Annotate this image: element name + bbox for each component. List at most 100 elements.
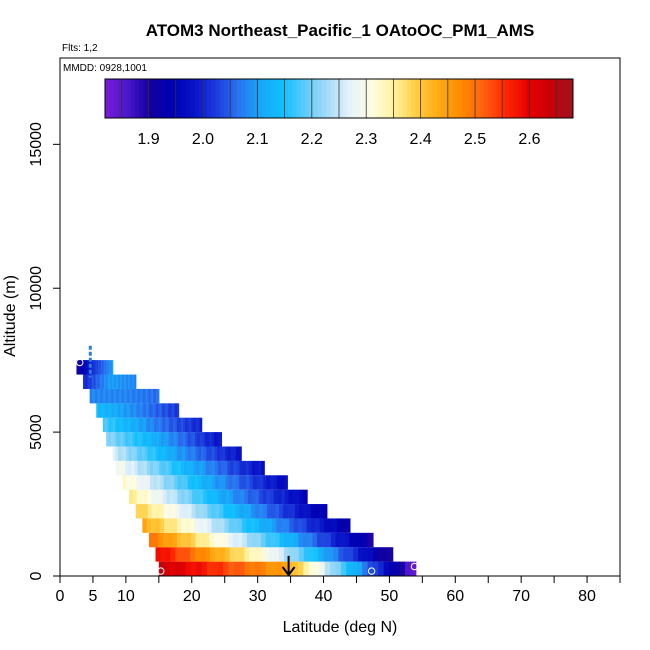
- heatmap-cell: [120, 403, 123, 418]
- heatmap-cell: [166, 489, 171, 505]
- heatmap-cell: [197, 417, 201, 433]
- heatmap-cell: [91, 374, 94, 389]
- heatmap-cell: [217, 446, 221, 461]
- heatmap-cell: [86, 360, 88, 375]
- heatmap-cell: [119, 388, 122, 404]
- heatmap-cell: [114, 374, 117, 389]
- heatmap-cell: [215, 475, 220, 490]
- heatmap-cell: [208, 475, 213, 490]
- heatmap-cell: [140, 460, 145, 476]
- y-tick-label: 10000: [28, 266, 45, 311]
- heatmap-cell: [172, 518, 178, 533]
- heatmap-cell: [142, 446, 146, 461]
- heatmap-cell: [149, 460, 154, 476]
- heatmap-cell: [387, 547, 394, 562]
- heatmap-cell: [185, 547, 191, 562]
- heatmap-cell: [258, 460, 262, 476]
- heatmap-cell: [242, 475, 247, 490]
- heatmap-cell: [281, 489, 286, 505]
- heatmap-cell: [232, 532, 239, 548]
- heatmap-cell: [211, 460, 216, 476]
- heatmap-cell: [123, 446, 127, 461]
- heatmap-cell: [218, 532, 225, 548]
- colorbar-step: [564, 79, 570, 118]
- colorbar-tick-label: 1.9: [137, 131, 159, 148]
- y-tick-label: 15000: [28, 122, 45, 167]
- heatmap-cell: [120, 446, 125, 461]
- heatmap-cell: [399, 561, 406, 576]
- heatmap-cell: [125, 403, 128, 418]
- heatmap-cell: [215, 504, 220, 519]
- colorbar-step: [279, 79, 285, 118]
- x-tick-label: 30: [249, 588, 267, 605]
- heatmap-cell: [187, 504, 193, 519]
- heatmap-cell: [158, 561, 165, 576]
- heatmap-cell: [328, 518, 334, 533]
- heatmap-cell: [93, 360, 95, 375]
- heatmap-cell: [115, 446, 119, 461]
- heatmap-cell: [91, 360, 93, 375]
- heatmap-cell: [160, 446, 165, 461]
- heatmap-cell: [139, 417, 143, 433]
- heatmap-cell: [303, 489, 308, 505]
- colorbar-step: [479, 79, 485, 118]
- heatmap-cell: [223, 532, 229, 548]
- heatmap-cell: [194, 518, 200, 533]
- colorbar-step: [326, 79, 331, 118]
- heatmap-cell: [318, 547, 325, 562]
- heatmap-cell: [174, 446, 178, 461]
- heatmap-cell: [187, 460, 191, 476]
- heatmap-cell: [242, 532, 248, 548]
- heatmap-cell: [89, 388, 92, 404]
- heatmap-cell: [299, 489, 304, 505]
- heatmap-cell: [323, 518, 329, 533]
- heatmap-cell: [247, 504, 252, 519]
- heatmap-cell: [155, 446, 159, 461]
- heatmap-cell: [212, 561, 219, 576]
- heatmap-cell: [171, 504, 177, 519]
- heatmap-cell: [151, 432, 155, 447]
- colorbar: 1.9 2.0 2.1 2.2 2.3 2.4 2.5 2.6: [104, 78, 574, 148]
- colorbar-step: [198, 79, 204, 118]
- colorbar-step: [500, 79, 506, 118]
- heatmap-cell: [241, 518, 247, 533]
- heatmap-cell: [135, 388, 138, 404]
- heatmap-cell: [249, 547, 255, 562]
- heatmap-cell: [122, 475, 127, 490]
- heatmap-cell: [181, 518, 187, 533]
- heatmap-cell: [175, 504, 181, 519]
- x-tick-label: 80: [578, 588, 596, 605]
- heatmap-cell: [164, 561, 171, 576]
- heatmap-cell: [209, 547, 216, 562]
- heatmap-cell: [145, 403, 149, 418]
- heatmap-cell: [158, 446, 162, 461]
- heatmap-cell: [110, 432, 114, 447]
- heatmap-cell: [183, 504, 189, 519]
- colorbar-step: [117, 79, 123, 118]
- heatmap-cell: [167, 532, 173, 548]
- heatmap-cell: [181, 417, 184, 433]
- heatmap-cell: [219, 547, 226, 562]
- heatmap-cell: [163, 403, 166, 418]
- heatmap-cell: [288, 547, 295, 562]
- heatmap-cell: [245, 460, 250, 476]
- heatmap-cell: [136, 446, 141, 461]
- colorbar-step: [292, 79, 297, 118]
- heatmap-cell: [182, 432, 186, 447]
- heatmap-cell: [247, 489, 253, 505]
- heatmap-cell: [134, 388, 137, 404]
- heatmap-cell: [130, 388, 133, 404]
- heatmap-cell: [132, 432, 136, 447]
- heatmap-cell: [335, 561, 342, 576]
- heatmap-cell: [133, 403, 137, 418]
- heatmap-cell: [201, 561, 208, 576]
- heatmap-cell: [220, 518, 226, 533]
- heatmap-cell: [106, 417, 110, 433]
- heatmap-cell: [335, 532, 341, 548]
- heatmap-cell: [189, 518, 195, 533]
- heatmap-cell: [184, 489, 190, 505]
- heatmap-cell: [116, 460, 120, 476]
- heatmap-cell: [125, 460, 129, 476]
- heatmap-cell: [150, 446, 154, 461]
- colorbar-step: [385, 79, 391, 118]
